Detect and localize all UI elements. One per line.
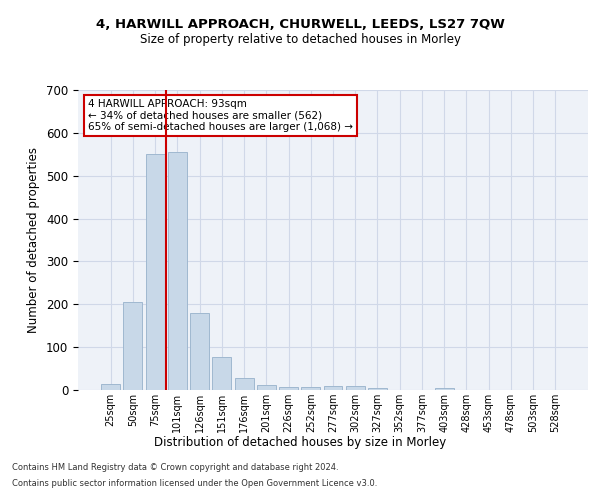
Text: Distribution of detached houses by size in Morley: Distribution of detached houses by size …	[154, 436, 446, 449]
Bar	[212, 357, 231, 390]
Bar	[435, 388, 454, 390]
Bar	[323, 386, 343, 390]
Bar	[124, 302, 142, 390]
Bar	[257, 386, 276, 390]
Bar	[101, 384, 120, 390]
Text: 4, HARWILL APPROACH, CHURWELL, LEEDS, LS27 7QW: 4, HARWILL APPROACH, CHURWELL, LEEDS, LS…	[95, 18, 505, 30]
Bar	[279, 386, 298, 390]
Text: Contains HM Land Registry data © Crown copyright and database right 2024.: Contains HM Land Registry data © Crown c…	[12, 464, 338, 472]
Bar	[235, 378, 254, 390]
Bar	[168, 152, 187, 390]
Bar	[346, 386, 365, 390]
Text: Contains public sector information licensed under the Open Government Licence v3: Contains public sector information licen…	[12, 478, 377, 488]
Y-axis label: Number of detached properties: Number of detached properties	[28, 147, 40, 333]
Bar	[190, 314, 209, 390]
Text: 4 HARWILL APPROACH: 93sqm
← 34% of detached houses are smaller (562)
65% of semi: 4 HARWILL APPROACH: 93sqm ← 34% of detac…	[88, 99, 353, 132]
Text: Size of property relative to detached houses in Morley: Size of property relative to detached ho…	[139, 32, 461, 46]
Bar	[368, 388, 387, 390]
Bar	[146, 154, 164, 390]
Bar	[301, 388, 320, 390]
